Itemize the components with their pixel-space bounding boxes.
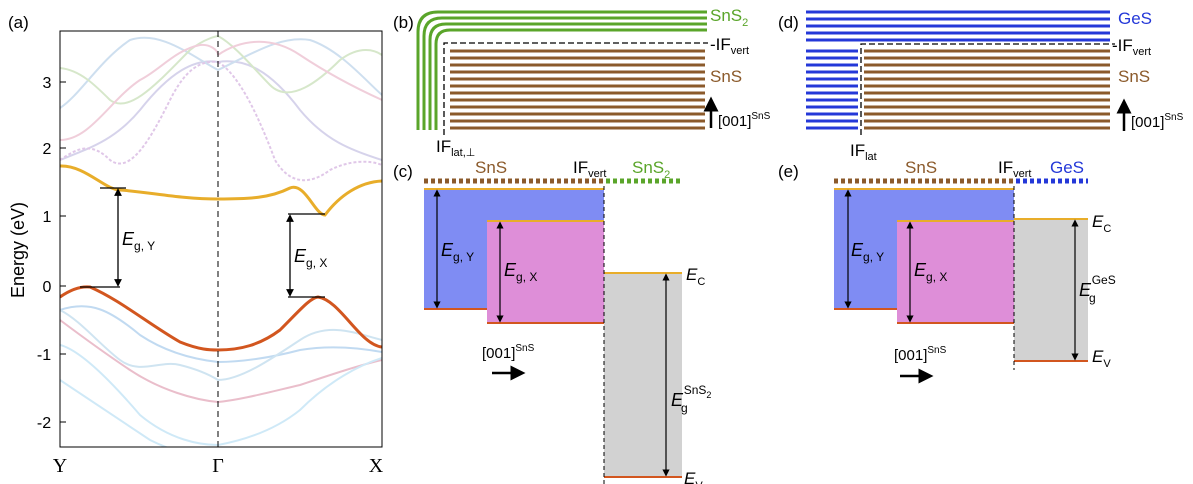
- e-pink-block: [897, 221, 1014, 323]
- eg-x-label: Eg, X: [294, 246, 327, 270]
- c-egx-label: Eg, X: [504, 260, 537, 284]
- e-dir-label: [001]SnS: [894, 345, 947, 364]
- c-sns-label: SnS: [475, 158, 507, 177]
- ytick-m2: -2: [37, 415, 51, 432]
- band-structure: [60, 35, 382, 447]
- b-iflat-label: IFlat,⊥: [436, 137, 475, 159]
- eg-y-label: Eg, Y: [122, 229, 155, 253]
- e-eg-label: EgGeS: [1079, 273, 1116, 305]
- panel-c-label: (c): [393, 162, 413, 181]
- ytick-3: 3: [43, 75, 52, 92]
- c-right-label: SnS2: [632, 158, 670, 181]
- y-axis-label: Energy (eV): [8, 202, 28, 298]
- panel-b: (b) SnS2 -IFvert SnS [001]SnS IFlat,⊥: [393, 6, 771, 159]
- sns2-layers: [416, 10, 707, 130]
- d-top-label: GeS: [1118, 9, 1152, 28]
- xtick-y: Y: [53, 455, 67, 477]
- e-gray-block: [1014, 219, 1088, 361]
- e-ev-label: EV: [1092, 347, 1111, 370]
- panel-d-label: (d): [778, 13, 799, 32]
- b-top-label: SnS2: [710, 6, 748, 29]
- e-sns-label: SnS: [905, 158, 937, 177]
- panel-b-label: (b): [393, 13, 414, 32]
- c-egy-label: Eg, Y: [441, 240, 474, 264]
- c-eg-label: EgSnS2: [671, 383, 711, 415]
- e-if-label: IFvert: [998, 158, 1031, 180]
- d-bulk-label: SnS: [1118, 67, 1150, 86]
- panel-e: (e) SnS IFvert GeS Eg, Y Eg, X EC EgGeS …: [778, 158, 1116, 384]
- x-axis: Y Γ X: [53, 455, 384, 477]
- plot-frame: [59, 30, 383, 448]
- ytick-1: 1: [43, 209, 52, 226]
- e-ec-label: EC: [1092, 212, 1111, 235]
- e-right-label: GeS: [1050, 158, 1084, 177]
- c-ev-label: EV: [684, 469, 703, 484]
- b-ifvert-label: -IFvert: [710, 35, 749, 57]
- valence-band: [60, 285, 382, 352]
- xtick-x: X: [369, 455, 384, 477]
- xtick-gamma: Γ: [212, 455, 224, 477]
- d-dir-label: [001]SnS: [1131, 112, 1184, 131]
- panel-e-label: (e): [778, 162, 799, 181]
- d-interface-line: [860, 43, 1115, 135]
- b-dir-label: [001]SnS: [718, 111, 771, 130]
- c-if-label: IFvert: [573, 158, 606, 180]
- panel-c: (c) SnS IFvert SnS2 Eg, Y Eg, X EC EgSnS…: [393, 158, 711, 484]
- ges-layers: [806, 10, 1110, 130]
- ytick-m1: -1: [37, 347, 51, 364]
- ytick-2: 2: [43, 141, 52, 158]
- panel-a: (a): [8, 13, 384, 477]
- d-iflat-label: IFlat: [850, 141, 877, 163]
- panel-d: (d): [778, 9, 1184, 163]
- e-egx-label: Eg, X: [914, 260, 947, 284]
- b-bulk-label: SnS: [710, 67, 742, 86]
- interface-line: [443, 42, 708, 135]
- c-gray-block: [604, 273, 682, 477]
- c-dir-label: [001]SnS: [482, 343, 535, 362]
- d-ifvert-label: -IFvert: [1112, 36, 1151, 58]
- sns-layers: [450, 49, 705, 130]
- conduction-band: [60, 164, 382, 217]
- panel-a-label: (a): [8, 13, 29, 32]
- e-egy-label: Eg, Y: [851, 240, 884, 264]
- ytick-0: 0: [43, 279, 52, 296]
- c-pink-block: [487, 221, 604, 323]
- y-axis: 3 2 1 0 -1 -2 Energy (eV): [8, 75, 66, 432]
- c-ec-label: EC: [686, 265, 705, 288]
- d-sns-layers: [864, 49, 1110, 130]
